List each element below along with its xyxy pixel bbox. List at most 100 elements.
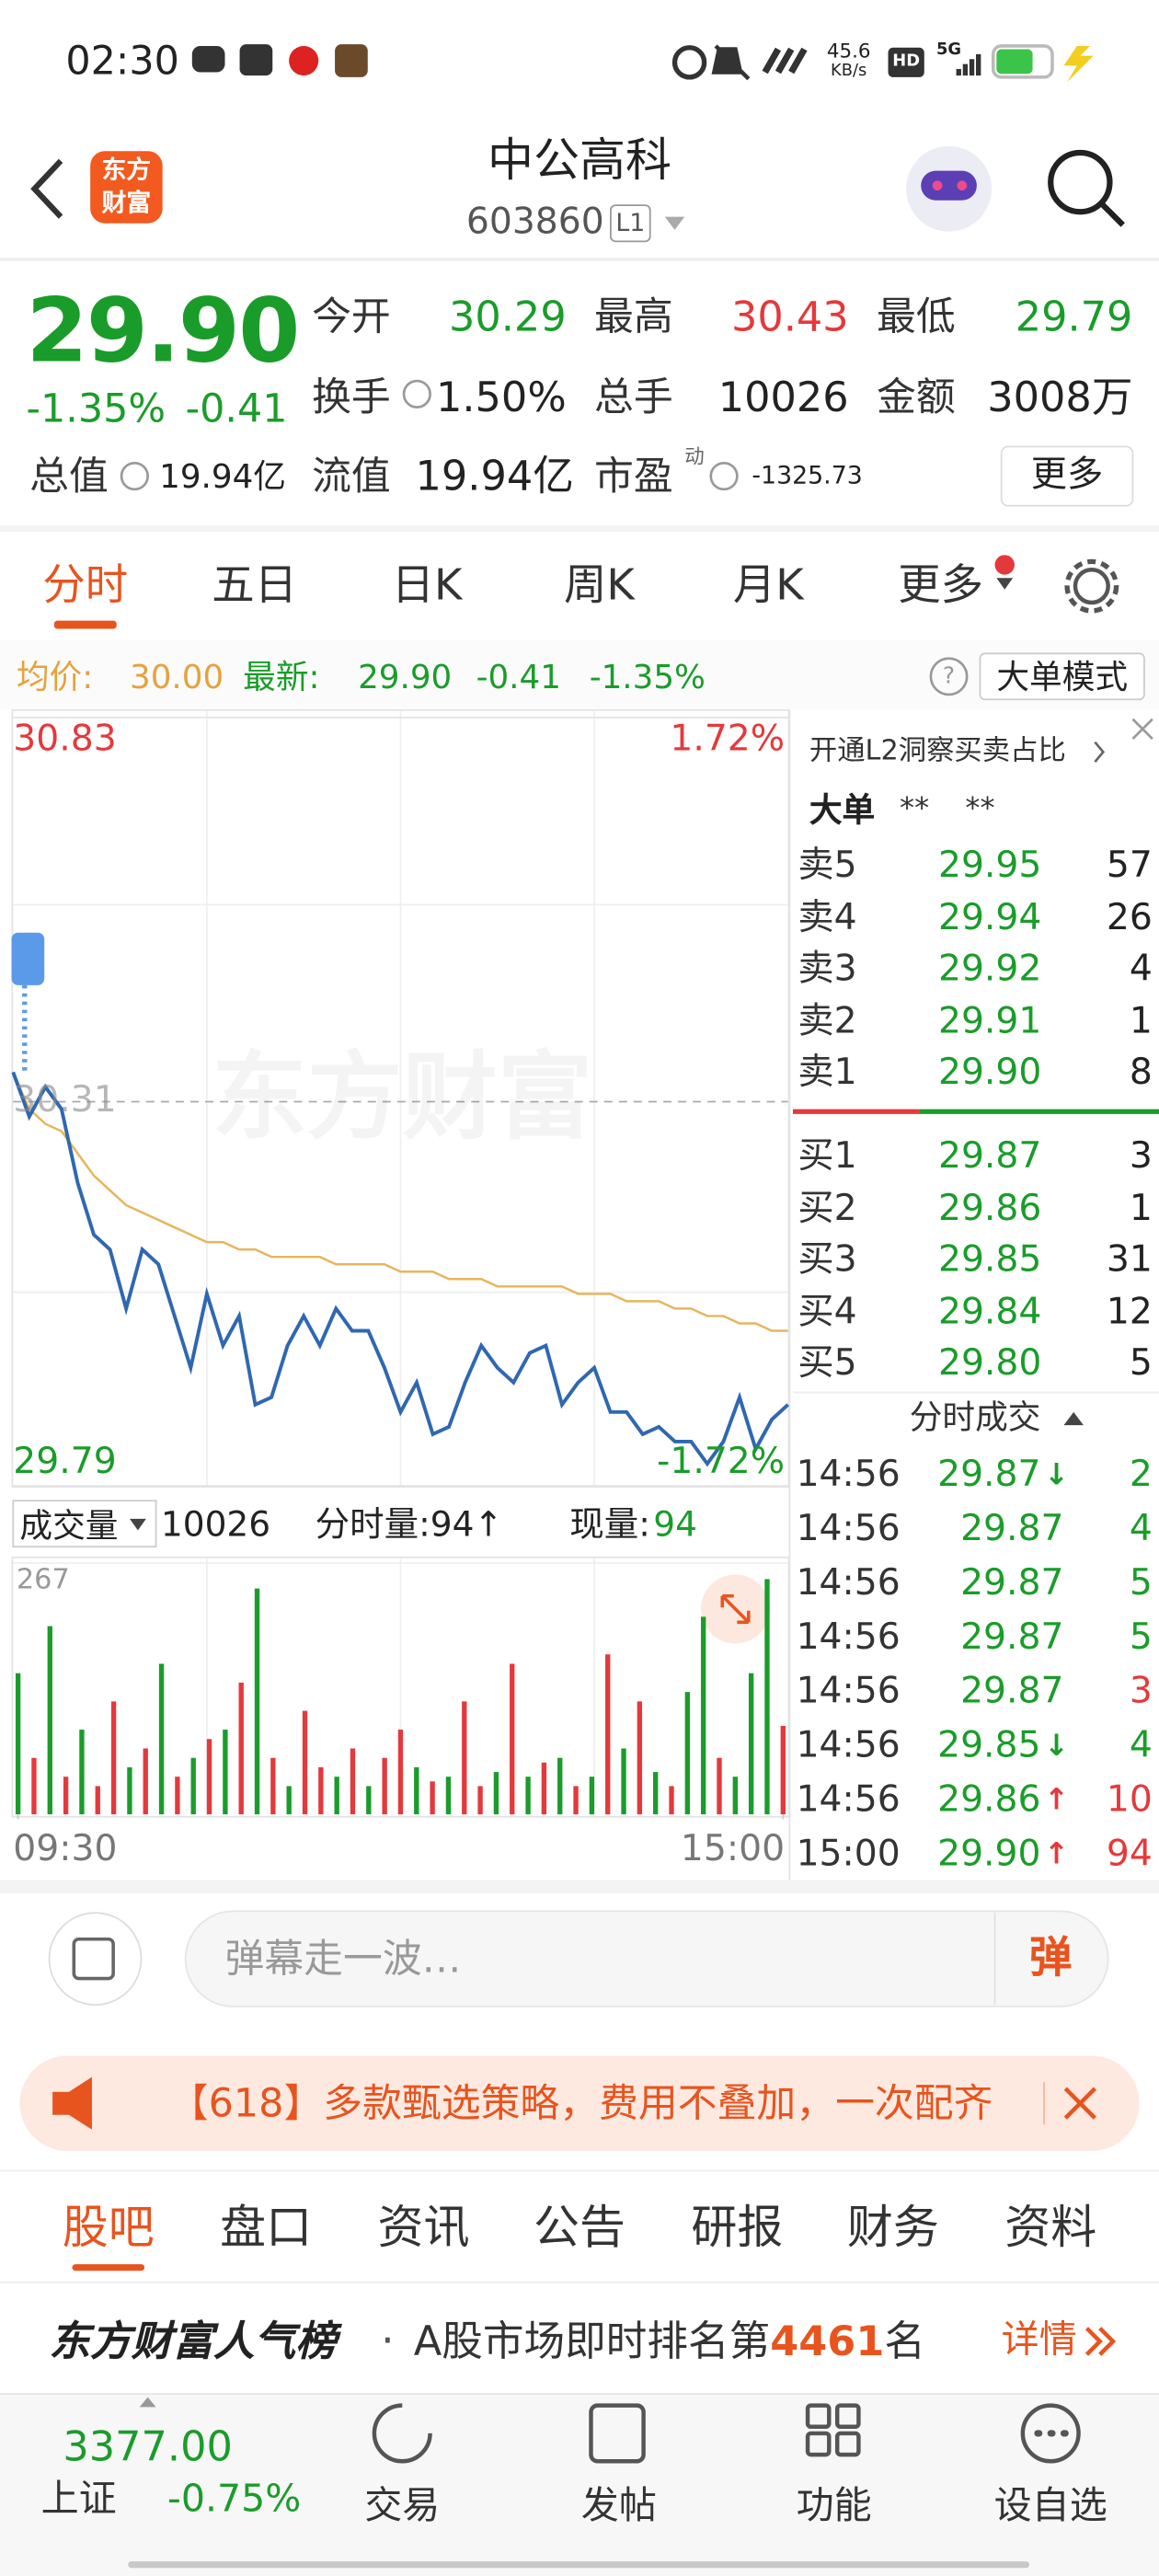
volume-bar bbox=[510, 1663, 515, 1815]
stock-code: 603860 bbox=[465, 201, 604, 244]
info-icon[interactable] bbox=[402, 379, 431, 408]
trade-price: 29.87 bbox=[960, 1509, 1064, 1550]
banner-close[interactable] bbox=[1063, 2087, 1096, 2120]
signal-marker[interactable] bbox=[11, 932, 45, 985]
trade-qty: 10 bbox=[1106, 1779, 1153, 1822]
more-button[interactable] bbox=[1000, 445, 1134, 507]
trade-price: 29.87 bbox=[937, 1455, 1041, 1496]
post-icon[interactable] bbox=[589, 2403, 646, 2464]
volume-bar bbox=[764, 1579, 770, 1815]
details-chevron bbox=[1084, 2327, 1117, 2356]
volume-bar bbox=[669, 1786, 674, 1815]
volume-total: 10026 bbox=[160, 1504, 271, 1545]
nav-item: 设自选 bbox=[993, 2485, 1107, 2528]
tab: 五日 bbox=[212, 561, 298, 611]
search-button[interactable] bbox=[1048, 149, 1113, 215]
trade-time: 14:56 bbox=[796, 1509, 901, 1550]
summary-change-pct: -1.35% bbox=[589, 656, 706, 696]
book-qty: 1 bbox=[1129, 1000, 1153, 1042]
field-value: 30.29 bbox=[448, 293, 567, 341]
volume-bar bbox=[270, 1757, 276, 1815]
y-tick-label: 30.83 bbox=[13, 719, 117, 761]
app-icon bbox=[335, 44, 368, 77]
banner-bg[interactable] bbox=[19, 2055, 1140, 2151]
volume-bar bbox=[557, 1757, 563, 1815]
volume-frame bbox=[11, 1556, 790, 1818]
battery-level bbox=[996, 49, 1033, 75]
trade-icon[interactable] bbox=[372, 2403, 432, 2464]
chat-icon bbox=[191, 45, 225, 73]
back-button[interactable] bbox=[30, 158, 63, 219]
help-label: ? bbox=[942, 663, 956, 690]
banner-text: 【618】多款甄选策略，费用不叠加，一次配齐 bbox=[168, 2083, 993, 2123]
field-label: 最低 bbox=[877, 293, 956, 340]
index-change: -0.75% bbox=[167, 2478, 302, 2522]
expand-icon bbox=[720, 1593, 751, 1625]
volume-bar bbox=[780, 1725, 786, 1815]
sort-caret bbox=[1063, 1411, 1084, 1426]
volume-bar bbox=[31, 1757, 37, 1815]
volume-bar bbox=[95, 1786, 100, 1815]
section-tab: 公告 bbox=[534, 2200, 625, 2255]
volume-bar bbox=[621, 1748, 626, 1815]
volume-bar bbox=[605, 1654, 611, 1815]
volume-bar bbox=[79, 1730, 85, 1815]
trade-price: 29.86 bbox=[937, 1779, 1041, 1822]
level-badge bbox=[610, 204, 651, 243]
volume-selector[interactable] bbox=[12, 1500, 157, 1548]
help-button[interactable] bbox=[929, 657, 969, 696]
danmaku-input[interactable] bbox=[184, 1910, 1109, 2007]
book-label: 买4 bbox=[798, 1291, 857, 1333]
promo: 开通L2洞察买卖占比 bbox=[809, 734, 1066, 768]
trade-time: 14:56 bbox=[796, 1779, 901, 1822]
ranking-suffix: 名 bbox=[884, 2317, 926, 2365]
field-value: 29.79 bbox=[1015, 293, 1133, 341]
volume-bar bbox=[653, 1772, 659, 1815]
avatar-eye bbox=[932, 180, 943, 191]
trade-time: 14:56 bbox=[796, 1671, 901, 1713]
volume-bar bbox=[462, 1701, 467, 1815]
volume-bar bbox=[382, 1757, 387, 1815]
volume-bar bbox=[47, 1626, 52, 1815]
big-order-label: 大单 bbox=[809, 789, 876, 830]
danmaku-settings[interactable] bbox=[48, 1912, 143, 2007]
caret bbox=[129, 1518, 146, 1531]
function-icon bbox=[805, 2403, 832, 2430]
info-icon[interactable] bbox=[120, 461, 149, 491]
minute-volume: 分时量:94↑ bbox=[315, 1504, 503, 1545]
avatar-face bbox=[921, 170, 977, 201]
info-icon[interactable] bbox=[709, 461, 739, 491]
trade-qty: 94 bbox=[1106, 1834, 1153, 1876]
danmaku-icon bbox=[72, 1937, 115, 1981]
book-price: 29.94 bbox=[937, 897, 1042, 938]
book-price: 29.90 bbox=[937, 1052, 1042, 1094]
logo-text: 东方 bbox=[101, 155, 152, 185]
section-tab: 研报 bbox=[691, 2200, 784, 2255]
trade-time: 14:56 bbox=[796, 1563, 901, 1604]
trade-qty: 5 bbox=[1129, 1563, 1153, 1604]
change-pct: -1.35% bbox=[26, 385, 166, 432]
book-qty: 31 bbox=[1106, 1239, 1153, 1282]
field-label: 今开 bbox=[312, 293, 391, 340]
settings-button[interactable] bbox=[1073, 568, 1110, 605]
mode-button[interactable] bbox=[979, 652, 1145, 701]
book-price: 29.84 bbox=[937, 1291, 1042, 1333]
trade-qty: 3 bbox=[1129, 1671, 1153, 1713]
section-tab: 资讯 bbox=[377, 2200, 470, 2255]
volume-label: 成交量 bbox=[19, 1505, 119, 1546]
app-icon bbox=[239, 44, 273, 76]
net-speed: 45.6 bbox=[826, 39, 871, 63]
watchlist-icon[interactable] bbox=[1020, 2403, 1081, 2464]
caret bbox=[996, 578, 1014, 590]
volume-bar bbox=[206, 1739, 212, 1815]
settings-gear bbox=[1064, 558, 1119, 614]
volume-bar bbox=[573, 1786, 579, 1815]
volume-bar bbox=[541, 1762, 547, 1815]
function-icon[interactable] bbox=[805, 2431, 832, 2457]
current-label: 现量: bbox=[569, 1504, 650, 1545]
section-tab: 股吧 bbox=[62, 2200, 155, 2255]
volume-bar bbox=[700, 1616, 706, 1815]
book-label: 买2 bbox=[798, 1188, 857, 1229]
book-qty: 8 bbox=[1129, 1052, 1153, 1094]
